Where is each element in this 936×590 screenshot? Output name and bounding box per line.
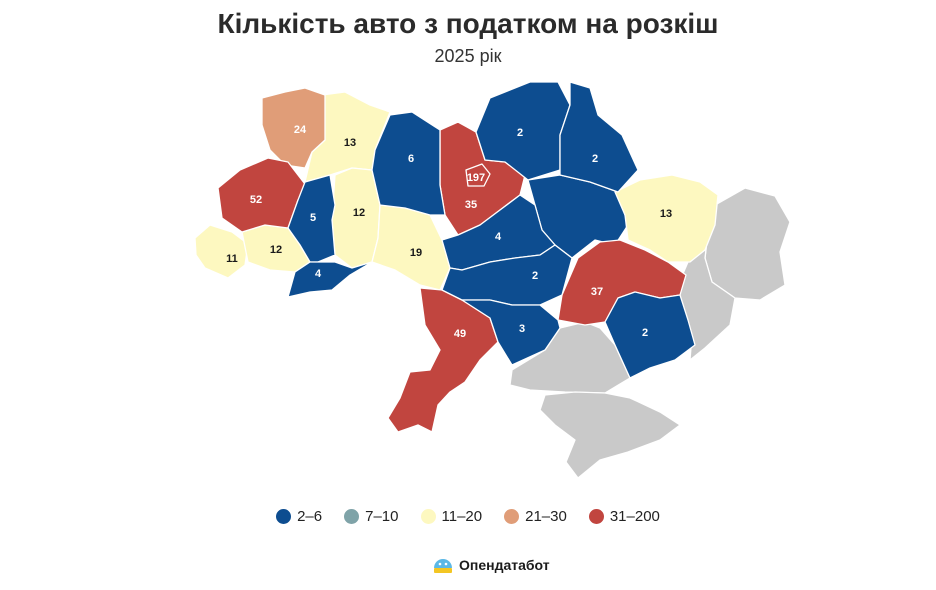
- legend-swatch-icon: [588, 509, 604, 524]
- label-odesa: 49: [454, 328, 466, 340]
- legend-swatch-icon: [276, 509, 292, 524]
- legend-swatch-icon: [420, 509, 436, 524]
- legend-item: 7–10: [344, 508, 399, 525]
- label-ternopil: 5: [310, 212, 316, 224]
- region-zakarpattia[interactable]: [194, 224, 249, 279]
- label-zaporizhzhia: 2: [642, 327, 648, 339]
- label-khmelnytskyi: 12: [353, 207, 365, 219]
- page-title: Кількість авто з податком на розкіш: [217, 8, 719, 39]
- legend-item: 2–6: [276, 508, 322, 525]
- label-rivne: 13: [344, 137, 356, 149]
- ukraine-map: 24 13 6 197 35 2 2 13 52 5 12 19 4 2 11 …: [194, 81, 791, 479]
- label-lviv: 52: [250, 194, 262, 206]
- label-sumy: 2: [592, 153, 598, 165]
- legend-item: 11–20: [420, 508, 483, 525]
- label-zhytomyr: 6: [408, 153, 414, 165]
- label-chernihiv: 2: [517, 127, 523, 139]
- label-kyiv-city: 197: [467, 172, 485, 184]
- region-chernivtsi[interactable]: [287, 261, 373, 298]
- legend-item: 31–200: [588, 508, 660, 525]
- label-ivano-frankivsk: 12: [270, 244, 282, 256]
- region-luhansk[interactable]: [704, 187, 791, 301]
- label-dnipropetrovsk: 37: [591, 286, 603, 298]
- region-volyn[interactable]: [261, 87, 326, 169]
- label-chernivtsi: 4: [315, 268, 322, 280]
- legend-label: 2–6: [297, 508, 323, 525]
- legend-swatch-icon: [504, 509, 520, 524]
- legend-swatch-icon: [344, 509, 360, 524]
- brand-logo: Опендатабот: [432, 554, 550, 576]
- label-vinnytsia: 19: [410, 247, 422, 259]
- region-kyiv-city[interactable]: [465, 163, 491, 187]
- region-kharkiv[interactable]: [614, 174, 719, 263]
- page-subtitle: 2025 рік: [434, 46, 502, 66]
- legend-label: 11–20: [441, 508, 483, 525]
- label-mykolaiv: 3: [519, 323, 525, 335]
- legend: 2–6 7–10 11–20 21–30 31–200: [0, 508, 936, 525]
- opendatabot-logo-icon: [432, 554, 454, 576]
- label-kyiv-oblast: 35: [465, 199, 477, 211]
- region-zaporizhzhia[interactable]: [604, 291, 696, 379]
- legend-label: 31–200: [609, 508, 660, 525]
- region-zhytomyr[interactable]: [371, 111, 446, 216]
- legend-item: 21–30: [504, 508, 567, 525]
- label-kharkiv: 13: [660, 208, 672, 220]
- label-zakarpattia: 11: [226, 253, 238, 265]
- region-mykolaiv[interactable]: [461, 299, 561, 366]
- label-poltava: 2: [532, 270, 538, 282]
- legend-label: 21–30: [525, 508, 567, 525]
- legend-label: 7–10: [365, 508, 399, 525]
- brand-name: Опендатабот: [459, 557, 550, 573]
- label-cherkasy: 4: [495, 231, 502, 243]
- label-volyn: 24: [294, 124, 307, 136]
- region-sumy[interactable]: [559, 81, 639, 193]
- region-crimea[interactable]: [539, 391, 681, 479]
